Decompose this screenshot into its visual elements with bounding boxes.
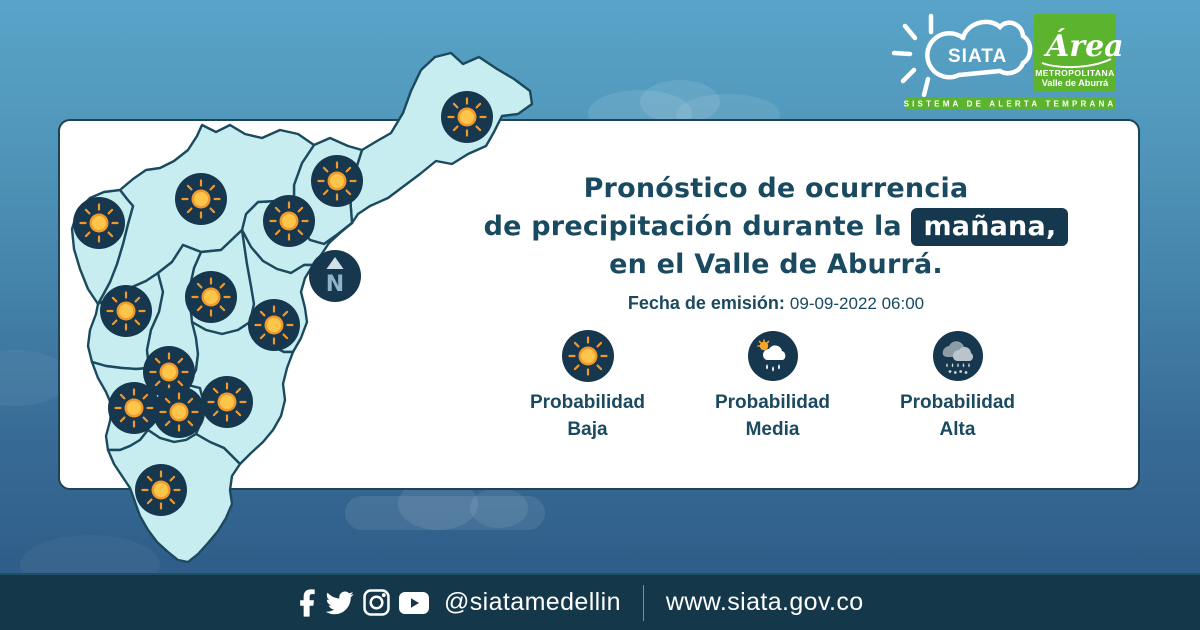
- area-logo-line3: Valle de Aburrá: [1042, 78, 1109, 88]
- youtube-icon[interactable]: [399, 591, 429, 614]
- sun-rain-cloud-icon: [747, 331, 798, 381]
- area-metropolitana-logo: Área METROPOLITANA Valle de Aburrá: [1034, 14, 1124, 92]
- emission-date-value: 09-09-2022 06:00: [789, 294, 925, 313]
- social-icons: [300, 588, 429, 617]
- emission-date-label: Fecha de emisión:: [627, 293, 785, 313]
- alerta-bar-text: SISTEMA DE ALERTA TEMPRANA: [904, 100, 1117, 109]
- siata-logo: SIATA: [891, 13, 1033, 98]
- cloud-shape: [470, 488, 528, 528]
- title-line-2-text: de precipitación durante la: [483, 211, 902, 242]
- footer-bar: @siatamedellin www.siata.gov.co: [0, 573, 1200, 630]
- probability-legend: Probabilidad Baja: [495, 330, 1050, 443]
- legend-label-alta: Probabilidad Alta: [899, 392, 1016, 440]
- legend-label-media: Probabilidad Media: [714, 392, 831, 440]
- rain-cloud-icon: [932, 331, 983, 381]
- legend-item-baja: Probabilidad Baja: [495, 330, 680, 443]
- title-line-1: Pronóstico de ocurrencia: [583, 173, 969, 204]
- alerta-temprana-bar: SISTEMA DE ALERTA TEMPRANA: [904, 97, 1117, 109]
- title-highlight-manana: mañana,: [911, 208, 1069, 246]
- legend-item-alta: Probabilidad Alta: [865, 330, 1050, 443]
- siata-logo-text: SIATA: [948, 46, 1007, 67]
- title-line-2: de precipitación durante la mañana,: [470, 208, 1082, 246]
- social-handle[interactable]: @siatamedellin: [444, 588, 621, 616]
- title-line-3: en el Valle de Aburrá.: [609, 249, 943, 280]
- emission-date-row: Fecha de emisión: 09-09-2022 06:00: [470, 293, 1082, 314]
- area-logo-script: Área: [1043, 28, 1124, 64]
- cloud-shape: [640, 80, 720, 124]
- facebook-icon[interactable]: [300, 588, 317, 617]
- legend-item-media: Probabilidad Media: [680, 330, 865, 443]
- forecast-title-block: Pronóstico de ocurrencia de precipitació…: [470, 170, 1082, 314]
- website-link[interactable]: www.siata.gov.co: [665, 588, 864, 616]
- legend-label-baja: Probabilidad Baja: [529, 392, 646, 440]
- footer-divider: [642, 584, 644, 621]
- instagram-icon[interactable]: [363, 589, 390, 616]
- cloud-shape: [345, 496, 545, 530]
- twitter-icon[interactable]: [326, 590, 354, 615]
- area-logo-line2: METROPOLITANA: [1035, 68, 1115, 78]
- sun-icon: [561, 330, 614, 382]
